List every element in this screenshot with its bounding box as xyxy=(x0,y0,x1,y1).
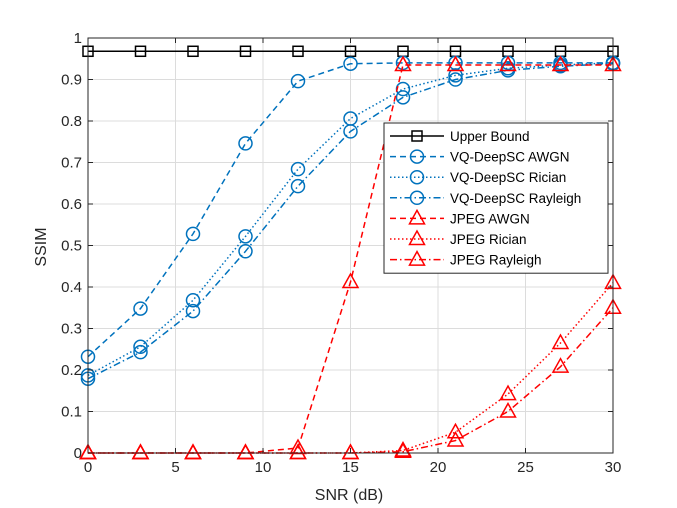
data-point-circle xyxy=(409,169,425,185)
data-point-circle xyxy=(448,72,463,87)
x-tick-label: 20 xyxy=(430,459,447,476)
y-tick-label: 0.8 xyxy=(61,113,82,130)
data-point-square xyxy=(411,130,423,142)
data-point-circle xyxy=(290,161,306,177)
data-point-circle xyxy=(185,226,201,242)
data-point-circle xyxy=(448,68,463,83)
x-tick-label: 30 xyxy=(605,459,622,476)
data-point-square xyxy=(344,45,357,58)
data-point-circle xyxy=(185,303,201,319)
x-tick-label: 15 xyxy=(342,459,359,476)
data-point-triangle xyxy=(499,401,517,418)
data-point-circle xyxy=(133,301,148,316)
data-point-triangle xyxy=(446,431,465,447)
y-tick-label: 0 xyxy=(74,445,82,462)
data-point-triangle xyxy=(79,443,97,460)
data-point-triangle xyxy=(131,443,150,460)
data-point-circle xyxy=(409,149,425,164)
y-tick-label: 0.7 xyxy=(61,155,82,172)
y-tick-label: 0.2 xyxy=(61,362,82,379)
legend-entry-label: Upper Bound xyxy=(450,129,530,144)
y-tick-label: 0.6 xyxy=(61,196,82,213)
data-point-circle xyxy=(395,90,411,105)
data-point-circle xyxy=(133,344,148,360)
series-line xyxy=(88,64,613,454)
data-point-square xyxy=(187,45,199,58)
data-point-triangle xyxy=(499,384,517,401)
data-point-triangle xyxy=(394,442,412,459)
axes xyxy=(87,37,614,454)
series-line xyxy=(87,62,613,358)
data-point-circle xyxy=(409,190,425,206)
legend-entry-label: VQ-DeepSC Rayleigh xyxy=(450,191,581,206)
data-point-circle xyxy=(553,58,568,74)
legend: Upper Bound VQ-DeepSC AWGN VQ-DeepSC Ricia… xyxy=(383,122,609,274)
data-point-circle xyxy=(238,244,253,259)
data-point-circle xyxy=(133,339,148,355)
y-tick-label: 0.4 xyxy=(61,279,82,296)
legend-entry-label: JPEG Rician xyxy=(450,232,527,247)
y-tick-label: 0.5 xyxy=(61,238,82,255)
series-line xyxy=(87,62,614,380)
y-axis-label: SSIM xyxy=(33,227,50,266)
data-point-circle xyxy=(185,293,201,308)
legend-entry-label: JPEG AWGN xyxy=(450,211,530,226)
data-point-triangle xyxy=(408,250,426,266)
data-point-triangle xyxy=(236,443,255,460)
data-point-circle xyxy=(290,73,306,89)
data-point-triangle xyxy=(408,229,426,246)
legend-entry-label: VQ-DeepSC Rician xyxy=(450,170,566,185)
x-tick-label: 5 xyxy=(171,459,179,476)
data-point-triangle xyxy=(446,422,465,439)
x-axis-label: SNR (dB) xyxy=(315,487,383,504)
data-point-triangle xyxy=(289,443,307,460)
tick-labels: 0 5 10 15 20 25 30 0 0.1 0.2 0.3 0.4 0.5 0.6 0.7 0.8 0.9… xyxy=(61,30,621,476)
y-tick-label: 0.3 xyxy=(61,321,82,338)
x-tick-label: 0 xyxy=(84,459,92,476)
data-point-circle xyxy=(290,178,306,194)
data-point-triangle xyxy=(446,55,465,72)
data-point-triangle xyxy=(394,55,412,72)
data-point-triangle xyxy=(499,55,517,72)
data-point-triangle xyxy=(341,443,360,460)
x-tick-label: 25 xyxy=(517,459,534,476)
data-point-triangle xyxy=(551,333,570,350)
y-tick-label: 0.9 xyxy=(61,72,82,89)
series-vq-deepsc-rayleigh xyxy=(80,56,621,386)
legend-entry-label: VQ-DeepSC AWGN xyxy=(450,150,570,165)
data-point-square xyxy=(134,45,147,58)
data-point-triangle xyxy=(551,55,570,72)
data-point-circle xyxy=(238,229,253,244)
data-point-circle xyxy=(343,124,358,139)
x-tick-label: 10 xyxy=(255,459,272,476)
data-point-triangle xyxy=(408,208,426,225)
data-point-square xyxy=(292,45,304,58)
data-point-circle xyxy=(238,136,253,151)
data-point-triangle xyxy=(341,272,360,289)
data-point-circle xyxy=(343,56,358,71)
data-point-triangle xyxy=(551,357,570,373)
data-point-square xyxy=(239,45,252,58)
legend-entry-label: JPEG Rayleigh xyxy=(450,253,542,268)
y-tick-label: 1 xyxy=(74,30,82,47)
data-point-triangle xyxy=(184,443,202,460)
y-tick-label: 0.1 xyxy=(61,404,82,421)
